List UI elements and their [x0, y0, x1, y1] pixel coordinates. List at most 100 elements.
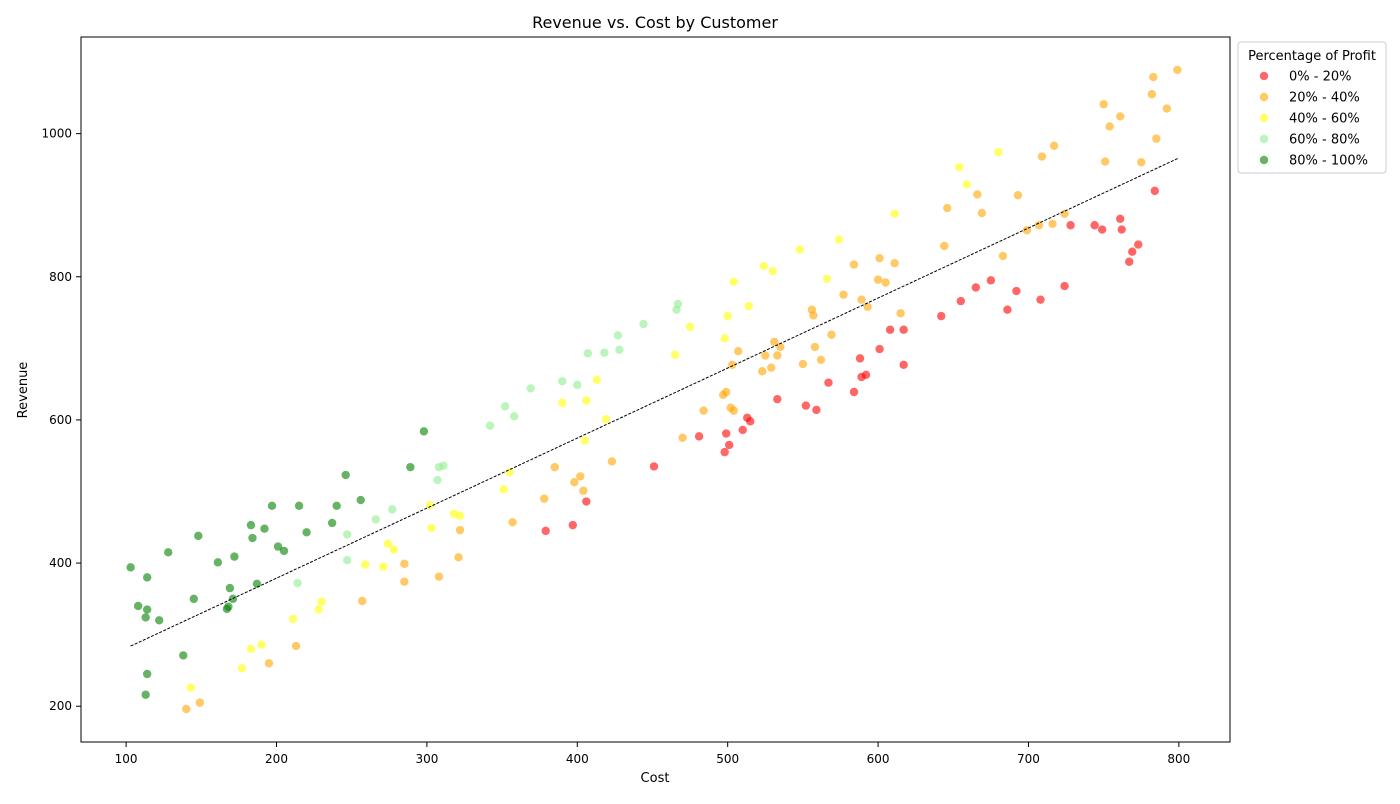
data-point — [758, 367, 767, 376]
chart-title: Revenue vs. Cost by Customer — [532, 13, 778, 32]
data-point — [1066, 221, 1075, 230]
data-point — [857, 295, 866, 304]
data-point — [890, 258, 899, 268]
data-point — [728, 360, 737, 370]
data-point — [816, 355, 826, 364]
y-tick-label: 400 — [49, 556, 72, 570]
data-point — [729, 406, 738, 415]
data-point — [1037, 152, 1047, 161]
data-point — [1147, 90, 1156, 99]
legend-marker — [1259, 134, 1269, 144]
legend-item-label: 40% - 60% — [1289, 112, 1360, 127]
data-point — [1137, 158, 1146, 167]
data-point — [433, 475, 442, 485]
data-point — [558, 377, 567, 386]
data-point — [267, 501, 277, 511]
data-point — [673, 299, 683, 309]
data-point — [885, 325, 895, 334]
legend-title: Percentage of Profit — [1248, 49, 1376, 64]
data-point — [1013, 190, 1023, 200]
data-point — [798, 359, 808, 369]
data-point — [1162, 104, 1172, 113]
data-point — [383, 539, 393, 548]
data-point — [427, 523, 436, 533]
data-point — [855, 354, 865, 363]
legend-item-label: 80% - 100% — [1289, 154, 1368, 169]
data-point — [1060, 281, 1069, 291]
data-point — [356, 495, 365, 505]
x-tick-label: 700 — [1017, 752, 1040, 766]
data-point — [133, 601, 143, 611]
data-point — [600, 348, 609, 357]
legend: Percentage of Profit 0% - 20% 20% - 40% 40… — [1237, 41, 1387, 174]
data-point — [186, 683, 195, 692]
data-point — [505, 467, 514, 477]
data-point — [1116, 112, 1125, 121]
data-point — [685, 322, 695, 332]
data-point — [400, 559, 409, 568]
data-point — [729, 277, 738, 286]
data-point — [810, 342, 820, 352]
data-point — [1003, 305, 1012, 314]
data-point — [773, 351, 782, 360]
data-point — [142, 669, 152, 679]
data-point — [955, 163, 964, 172]
data-point — [225, 583, 235, 593]
data-point — [1150, 186, 1160, 196]
data-point — [839, 290, 848, 299]
data-point — [246, 644, 256, 654]
data-point — [873, 275, 883, 284]
data-point — [943, 203, 952, 213]
data-point — [849, 260, 859, 269]
data-point — [723, 311, 732, 321]
data-point — [770, 337, 779, 347]
x-tick-label: 500 — [716, 752, 739, 766]
data-point — [224, 602, 233, 611]
data-point — [827, 330, 836, 339]
data-point — [615, 345, 624, 354]
x-tick-label: 300 — [415, 752, 438, 766]
data-point — [582, 497, 591, 506]
data-point — [317, 597, 326, 606]
data-point — [962, 180, 972, 189]
data-point — [142, 605, 152, 614]
data-point — [809, 311, 818, 320]
data-point — [389, 545, 399, 554]
data-point — [694, 432, 704, 441]
data-point — [861, 370, 871, 380]
data-point — [940, 241, 949, 251]
data-point — [986, 276, 996, 285]
data-point — [454, 553, 463, 562]
data-point — [182, 704, 191, 714]
data-point — [1125, 257, 1134, 266]
data-point — [1152, 134, 1161, 143]
legend-item-label: 20% - 40% — [1289, 91, 1360, 106]
data-point — [570, 477, 579, 487]
data-point — [332, 501, 341, 511]
x-tick-label: 400 — [566, 752, 589, 766]
series-2-points — [182, 65, 1182, 714]
data-point — [890, 209, 899, 218]
y-axis: 200 400 600 800 1000 — [41, 127, 81, 713]
data-point — [1036, 295, 1045, 304]
data-point — [1134, 240, 1143, 249]
data-point — [314, 605, 323, 614]
data-point — [264, 659, 274, 668]
data-point — [246, 520, 256, 530]
y-axis-label: Revenue — [16, 362, 31, 419]
x-tick-label: 600 — [867, 752, 890, 766]
data-point — [899, 360, 908, 370]
data-point — [822, 274, 832, 284]
data-point — [485, 421, 495, 430]
data-point — [576, 472, 585, 481]
legend-marker — [1259, 113, 1269, 123]
data-point — [406, 462, 415, 472]
y-tick-label: 800 — [49, 270, 72, 284]
data-point — [994, 148, 1003, 157]
data-point — [724, 440, 734, 450]
data-point — [126, 563, 135, 572]
data-point — [288, 614, 298, 624]
data-point — [937, 311, 946, 321]
data-point — [358, 596, 367, 606]
data-point — [164, 548, 173, 557]
